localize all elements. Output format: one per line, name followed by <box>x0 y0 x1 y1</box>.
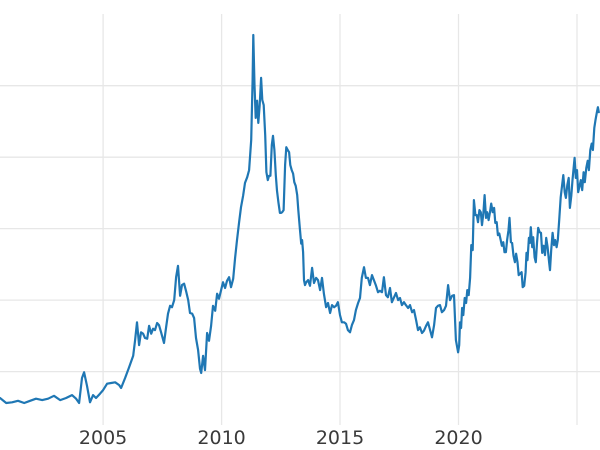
x-tick-label-2010: 2010 <box>197 427 245 449</box>
x-tick-label-2020: 2020 <box>434 427 482 449</box>
x-tick-label-2015: 2015 <box>316 427 364 449</box>
vertical-gridlines <box>102 14 578 425</box>
x-axis-tick-labels: 2005 2010 2015 2020 <box>79 427 483 449</box>
price-line <box>0 33 600 405</box>
x-tick-label-2005: 2005 <box>79 427 127 449</box>
